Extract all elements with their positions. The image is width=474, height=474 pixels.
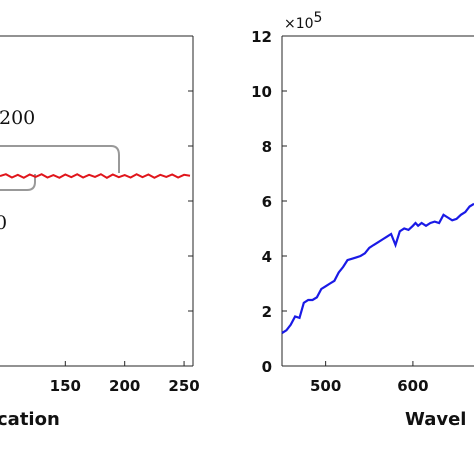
left-x-tick-label: 200 (109, 377, 140, 395)
left-callout-bracket-upper (0, 145, 120, 173)
left-x-tick-label: 150 (50, 377, 81, 395)
left-series-line (0, 173, 191, 179)
left-callout-bracket-lower (0, 174, 36, 191)
right-series-line (281, 202, 474, 334)
right-y-multiplier-exponent: 5 (314, 10, 323, 26)
left-x-ticks: 150 200 250 (50, 361, 200, 395)
right-y-tick-label: 2 (262, 303, 272, 321)
right-x-tick-label: 500 (310, 377, 341, 395)
left-x-axis-label: cation (0, 409, 60, 430)
right-y-tick-label: 6 (262, 193, 272, 211)
left-annotation-lower: 0 (0, 212, 7, 234)
right-y-tick-label: 4 (262, 248, 272, 266)
right-x-tick-label: 600 (397, 377, 428, 395)
right-y-tick-label: 10 (251, 83, 272, 101)
right-x-axis-label: Wavel (405, 409, 466, 430)
left-panel: 150 200 250 cation 200 0 (0, 35, 200, 430)
right-panel: 0 2 4 6 8 10 12 500 600 ×105 Wavel (251, 10, 474, 430)
left-x-tick-label: 250 (168, 377, 199, 395)
left-right-ticks (188, 35, 193, 367)
right-y-tick-label: 8 (262, 138, 272, 156)
right-y-tick-label: 0 (262, 358, 272, 376)
right-y-multiplier: ×105 (284, 10, 322, 32)
right-x-ticks: 500 600 (310, 361, 429, 395)
right-y-tick-label: 12 (251, 28, 272, 46)
right-y-ticks: 0 2 4 6 8 10 12 (251, 28, 287, 376)
left-annotation-upper: 200 (0, 107, 35, 129)
right-y-multiplier-base: ×10 (284, 16, 314, 32)
